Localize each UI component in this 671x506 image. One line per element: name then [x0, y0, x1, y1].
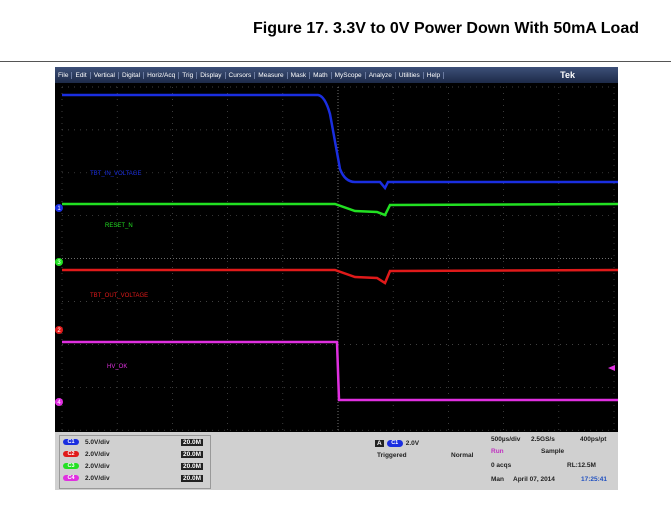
menu-item[interactable]: Digital [119, 71, 145, 79]
trigger-mode: Normal [451, 452, 474, 459]
channel-marker [55, 204, 63, 212]
sample-rate: 2.5GS/s [531, 436, 555, 443]
channel-marker [55, 398, 63, 406]
channel-box [59, 435, 211, 489]
trigger-level: 2.0V [405, 440, 420, 447]
menu-item[interactable]: Help [424, 71, 445, 79]
screen: TBT_IN_VOLTAGE 1 RESET_N 3 TBT_OUT_VOLTAGE 2 H… [55, 86, 618, 431]
channel-row: C3 2.0V/div 20.0M [63, 461, 213, 471]
menu-item[interactable]: Mask [288, 71, 311, 79]
menu-item[interactable]: MyScope [332, 71, 366, 79]
trace-label: RESET_N [105, 223, 133, 229]
run-state: Run [491, 448, 504, 455]
channel-scale: 2.0V/div [85, 474, 110, 482]
channel-marker [55, 258, 63, 266]
trace-label: TBT_OUT_VOLTAGE [90, 293, 148, 299]
channel-marker-label: 3 [57, 260, 61, 266]
figure-title: Figure 17. 3.3V to 0V Power Down With 50… [253, 20, 639, 37]
channel-name: C1 [63, 439, 79, 445]
menu-item[interactable]: Display [197, 71, 226, 79]
trigger-state: Triggered [377, 452, 407, 459]
time: 17:25:41 [581, 476, 608, 483]
channel-row: C2 2.0V/div 20.0M [63, 449, 213, 459]
brand: Tek [560, 70, 575, 80]
menu-item[interactable]: Measure [255, 71, 288, 79]
menu-item[interactable]: Edit [72, 71, 91, 79]
channel-marker [55, 326, 63, 334]
menu-item[interactable]: Analyze [366, 71, 396, 79]
menu-item[interactable]: Utilities [396, 71, 424, 79]
trigger-source: C1 [386, 440, 403, 447]
menu-bar: File Edit Vertical Digital Horiz/Acq Trig Disp… [55, 67, 618, 83]
status-bar: A C1 2.0V Triggered Normal 500µs/div 2.5… [55, 432, 618, 490]
date: April 07, 2014 [513, 476, 555, 483]
trace-label: HV_OK [107, 364, 127, 370]
time-mode: Man [491, 476, 504, 483]
channel-marker-label: 2 [57, 328, 61, 334]
channel-marker-label: 4 [57, 400, 61, 406]
menu-item[interactable]: Horiz/Acq [144, 71, 180, 79]
channel-bandwidth: 20.0M [181, 474, 204, 482]
rule [0, 61, 671, 62]
channel-row: C1 5.0V/div 20.0M [63, 437, 213, 447]
channel-name: C2 [63, 451, 79, 457]
channel-bandwidth: 20.0M [181, 450, 204, 458]
trace [62, 202, 618, 217]
trigger-label: A [375, 440, 384, 447]
trace [62, 93, 618, 191]
menu-item[interactable]: Trig [179, 71, 198, 79]
timebase: 500µs/div [491, 436, 521, 443]
record-length: RL:12.5M [567, 462, 596, 469]
trace-label: TBT_IN_VOLTAGE [90, 171, 141, 177]
channel-scale: 2.0V/div [85, 462, 110, 470]
trace [62, 340, 618, 402]
acq-mode: Sample [541, 448, 565, 455]
trace [62, 268, 618, 285]
channel-marker-label: 1 [57, 206, 61, 212]
menu-item[interactable]: Vertical [91, 71, 120, 79]
acq-count: 0 acqs [491, 462, 512, 469]
channel-scale: 2.0V/div [85, 450, 110, 458]
channel-name: C4 [63, 475, 79, 481]
channel-bandwidth: 20.0M [181, 438, 204, 446]
menu-item[interactable]: File [55, 71, 73, 79]
resolution: 400ps/pt [580, 436, 607, 443]
trigger-arrow [608, 365, 615, 371]
menu-item[interactable]: Cursors [226, 71, 256, 79]
menu-item[interactable]: Math [310, 71, 332, 79]
trigger-row: A C1 2.0V [375, 440, 419, 447]
channel-bandwidth: 20.0M [181, 462, 204, 470]
channel-name: C3 [63, 463, 79, 469]
oscilloscope: File Edit Vertical Digital Horiz/Acq Trig Disp… [55, 67, 618, 490]
channel-scale: 5.0V/div [85, 438, 110, 446]
channel-row: C4 2.0V/div 20.0M [63, 473, 213, 483]
